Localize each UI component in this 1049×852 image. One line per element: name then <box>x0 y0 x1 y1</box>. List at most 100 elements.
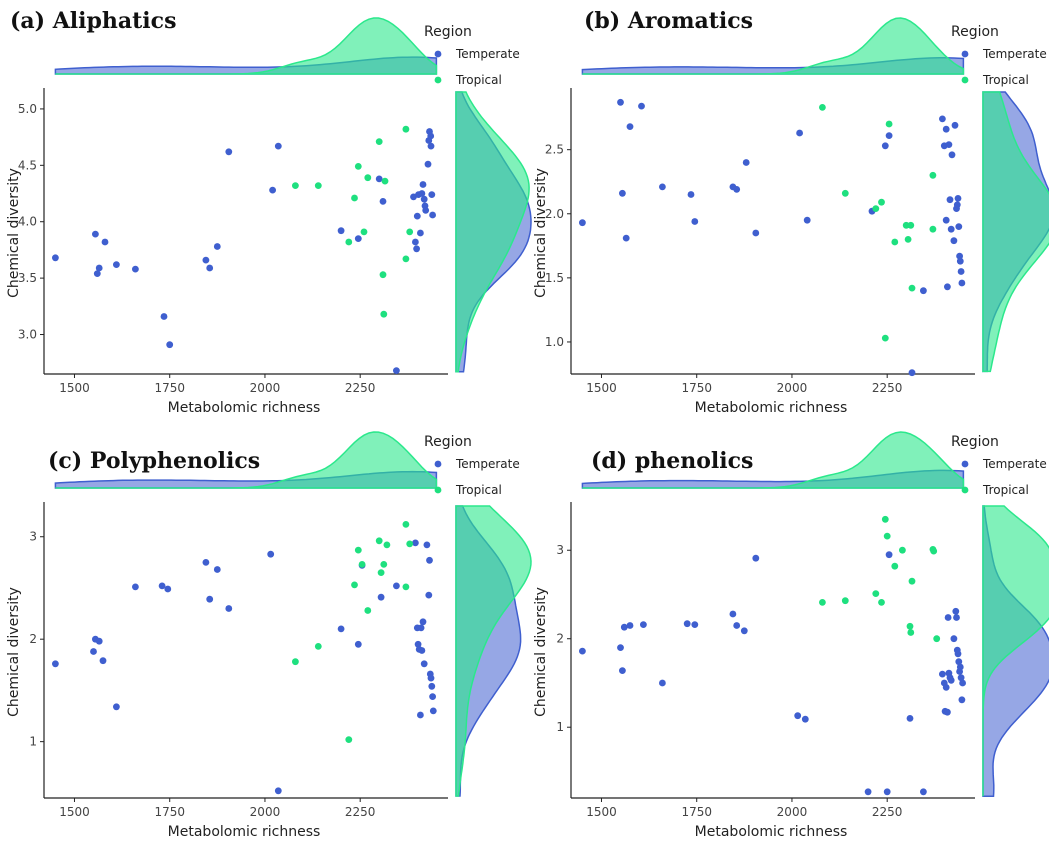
temperate-point <box>953 614 960 621</box>
temperate-point <box>379 198 387 205</box>
temperate-point <box>617 644 624 651</box>
series-tropical <box>292 521 414 743</box>
temperate-point <box>206 595 214 603</box>
x-tick-label: 1500 <box>586 805 617 819</box>
series-temperate <box>579 98 966 377</box>
x-tick-label: 2000 <box>777 805 808 819</box>
x-tick-label: 1750 <box>154 805 185 819</box>
temperate-point <box>52 254 59 262</box>
tropical-point <box>380 561 388 568</box>
tropical-point <box>929 225 937 233</box>
temperate-point <box>90 648 97 655</box>
temperate-point <box>52 660 59 668</box>
legend-key-temperate <box>961 460 969 468</box>
temperate-point <box>424 160 432 168</box>
temperate-point <box>428 682 436 690</box>
temperate-point <box>429 693 436 700</box>
temperate-point <box>955 223 963 231</box>
tropical-point <box>904 236 912 243</box>
legend: Region Temperate Tropical <box>951 24 1047 87</box>
panel-title: (d) phenolics <box>591 448 753 474</box>
temperate-point <box>942 216 950 224</box>
temperate-point <box>659 183 666 191</box>
temperate-point <box>95 264 103 272</box>
panel-3: (c) Polyphenolics 1500 1750 2000 2250 1 2 3 Meta… <box>6 431 532 840</box>
y-axis-label: Chemical diversity <box>533 168 549 298</box>
right-marginal-density <box>455 91 532 373</box>
temperate-point <box>101 238 109 246</box>
legend-title: Region <box>424 24 472 40</box>
tropical-point <box>819 599 826 606</box>
tropical-point <box>841 597 849 605</box>
temperate-point <box>419 181 427 188</box>
temperate-point <box>733 186 741 193</box>
x-tick-label: 2250 <box>345 381 376 395</box>
temperate-point <box>885 551 893 559</box>
temperate-point <box>626 123 634 130</box>
x-axis-label: Metabolomic richness <box>695 400 848 416</box>
tropical-point <box>380 310 388 318</box>
tropical-point <box>885 120 893 128</box>
temperate-point <box>225 148 233 156</box>
series-tropical <box>292 125 414 318</box>
temperate-point <box>422 207 430 214</box>
temperate-point <box>113 261 120 268</box>
y-tick-label: 2.0 <box>545 207 564 221</box>
temperate-point <box>166 341 174 349</box>
tropical-point <box>878 198 885 206</box>
top-marginal-density <box>581 431 965 489</box>
x-tick-label: 1500 <box>59 805 90 819</box>
temperate-point <box>948 151 956 159</box>
temperate-point <box>412 539 419 547</box>
legend-title: Region <box>424 434 472 450</box>
temperate-point <box>420 195 428 203</box>
tropical-point <box>819 104 826 111</box>
temperate-point <box>947 676 955 684</box>
temperate-point <box>579 219 586 227</box>
x-axis-label: Metabolomic richness <box>168 824 321 840</box>
y-tick-label: 1 <box>29 735 37 749</box>
tropical-density-y <box>455 505 532 797</box>
y-tick-label: 2 <box>29 632 37 646</box>
temperate-point <box>213 243 221 250</box>
temperate-point <box>659 679 666 687</box>
temperate-point <box>429 707 437 715</box>
y-tick-label: 1 <box>556 720 564 734</box>
temperate-point <box>752 229 760 237</box>
temperate-point <box>691 621 699 628</box>
temperate-point <box>418 190 426 197</box>
temperate-point <box>354 235 362 243</box>
tropical-point <box>883 532 891 540</box>
temperate-point <box>337 625 345 633</box>
temperate-point <box>796 129 803 137</box>
temperate-point <box>393 582 400 590</box>
y-axis-label: Chemical diversity <box>6 168 22 298</box>
temperate-point <box>729 610 737 618</box>
temperate-point <box>99 657 107 665</box>
temperate-point <box>412 238 419 246</box>
tropical-point <box>292 658 299 666</box>
temperate-point <box>428 191 436 199</box>
legend: Region Temperate Tropical <box>424 434 520 497</box>
tropical-point <box>377 569 385 576</box>
tropical-density-x <box>55 431 438 489</box>
x-tick-label: 1500 <box>586 381 617 395</box>
panel-2: (b) Aromatics 1500 1750 2000 2250 1.0 1.5 2.0 2.… <box>533 8 1049 416</box>
temperate-point <box>579 647 586 655</box>
temperate-point <box>864 788 872 796</box>
x-axis-label: Metabolomic richness <box>168 400 321 416</box>
temperate-point <box>113 703 120 711</box>
right-marginal-density <box>455 505 532 797</box>
tropical-point <box>402 125 410 133</box>
legend-label-temperate: Temperate <box>982 457 1047 471</box>
temperate-point <box>947 225 955 233</box>
temperate-point <box>413 212 421 220</box>
tropical-point <box>364 174 372 182</box>
temperate-point <box>955 658 963 666</box>
temperate-point <box>687 191 695 198</box>
x-tick-label: 1500 <box>59 381 90 395</box>
tropical-point <box>891 238 899 246</box>
temperate-point <box>952 607 960 615</box>
tropical-point <box>354 546 362 554</box>
temperate-point <box>626 622 634 629</box>
